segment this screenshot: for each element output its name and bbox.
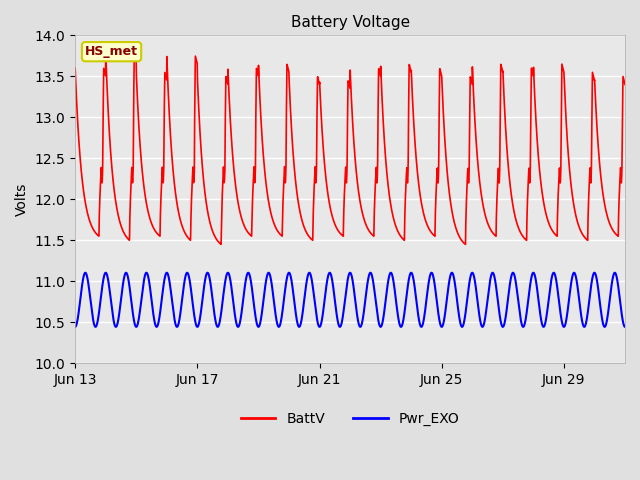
Text: HS_met: HS_met [85,45,138,58]
Legend: BattV, Pwr_EXO: BattV, Pwr_EXO [235,407,465,432]
Y-axis label: Volts: Volts [15,183,29,216]
Title: Battery Voltage: Battery Voltage [291,15,410,30]
